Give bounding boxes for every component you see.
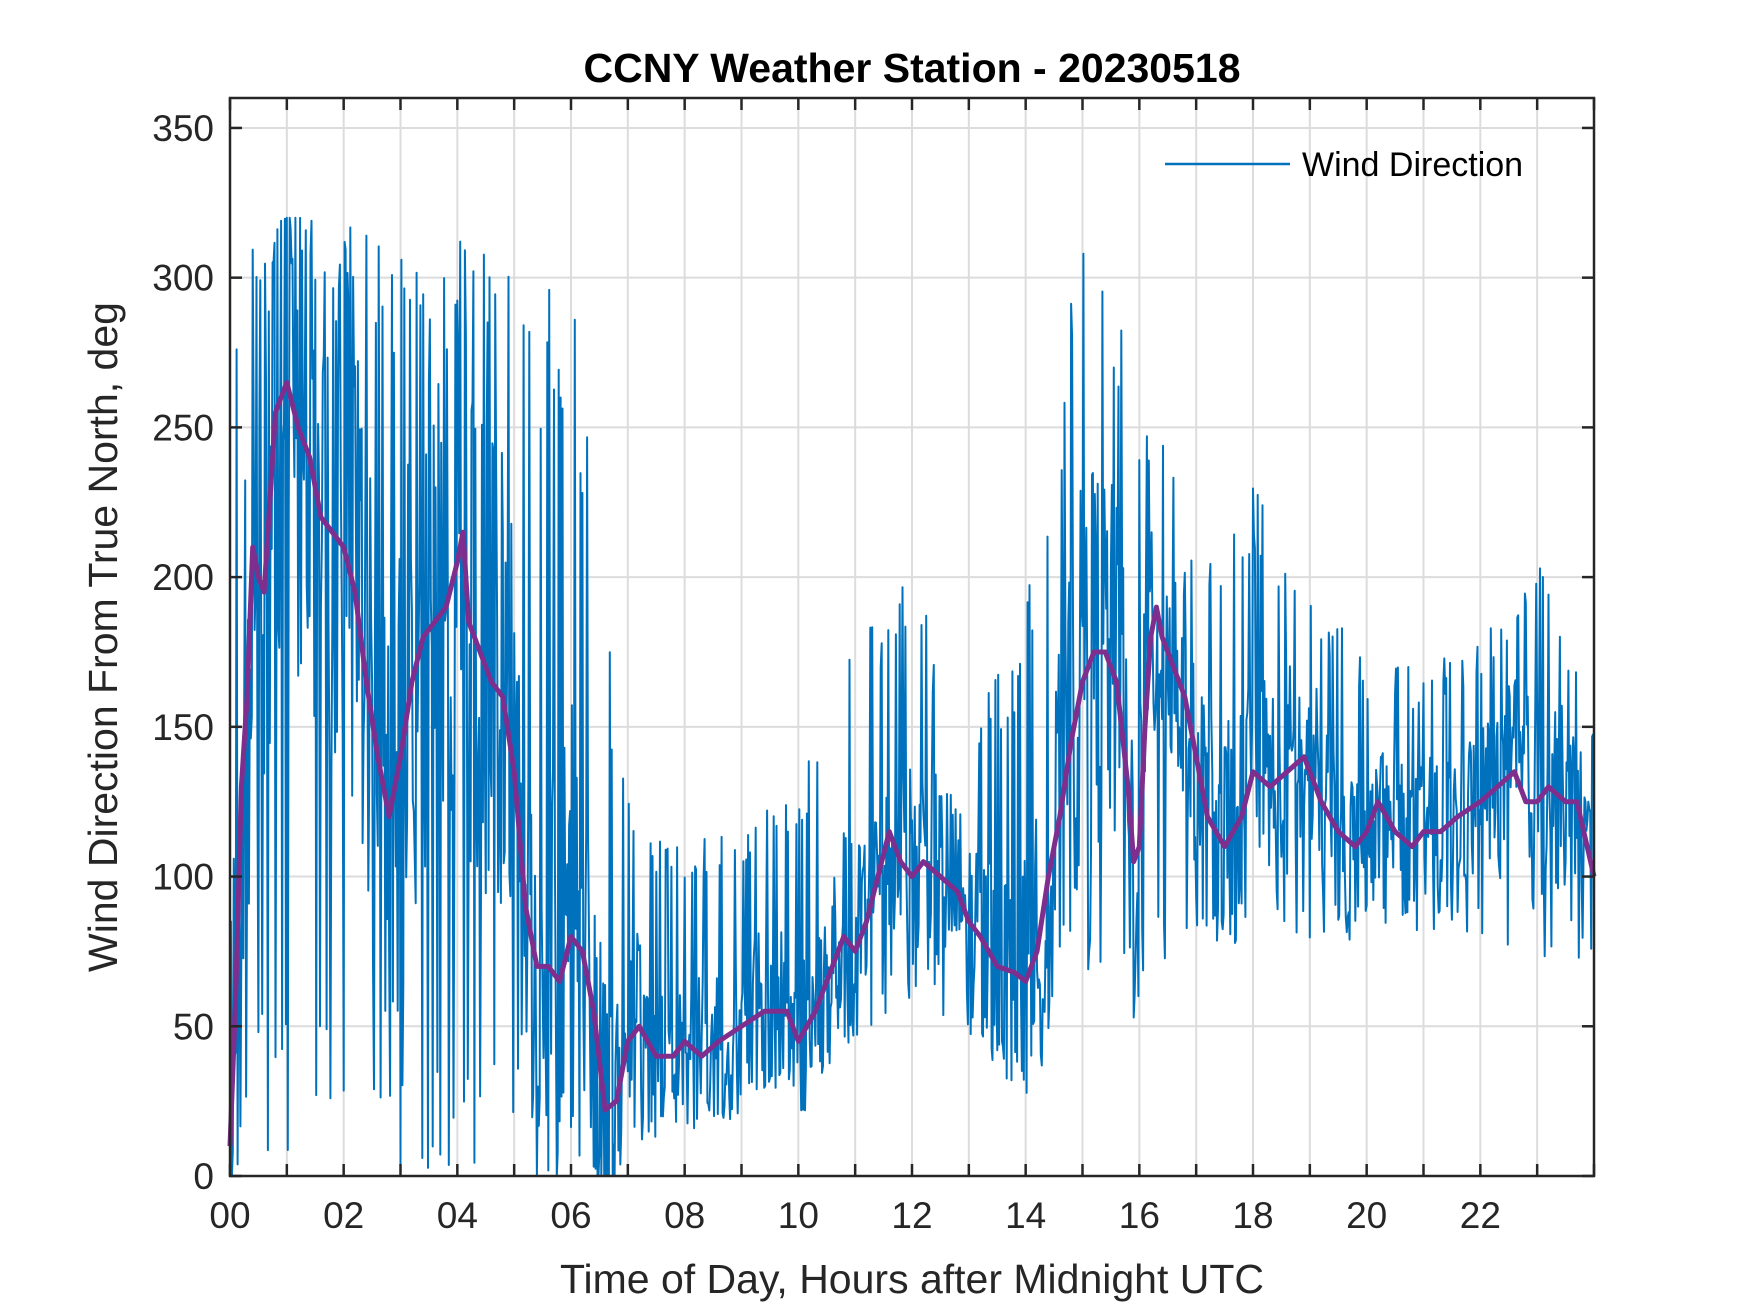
x-tick-label: 10 [778,1195,819,1236]
y-tick-labels: 0 50 100 150 200 250 300 350 [152,108,214,1197]
x-tick-label: 20 [1346,1195,1387,1236]
x-tick-label: 18 [1232,1195,1273,1236]
y-tick-label: 150 [152,707,214,748]
x-tick-label: 14 [1005,1195,1046,1236]
axis-ticks [228,98,1596,1178]
x-tick-label: 22 [1460,1195,1501,1236]
y-tick-label: 300 [152,258,214,299]
x-axis-label: Time of Day, Hours after Midnight UTC [560,1256,1264,1302]
legend-label-wind-direction: Wind Direction [1302,146,1523,184]
x-tick-label: 12 [891,1195,932,1236]
y-tick-label: 350 [152,108,214,149]
x-tick-label: 08 [664,1195,705,1236]
y-tick-label: 250 [152,407,214,448]
y-tick-label: 50 [173,1006,214,1047]
wind-direction-series [229,216,1595,1177]
y-tick-label: 100 [152,857,214,898]
legend: Wind Direction [1165,146,1523,184]
smoothed-series [227,380,1597,1147]
wind-direction-line [229,216,1595,1177]
x-tick-label: 02 [323,1195,364,1236]
smoothed-line [227,380,1597,1147]
y-tick-label: 200 [152,557,214,598]
x-tick-label: 00 [209,1195,250,1236]
x-tick-label: 16 [1119,1195,1160,1236]
x-tick-labels: 00 02 04 06 08 10 12 14 16 18 20 22 [209,1195,1500,1236]
y-tick-label: 0 [193,1156,214,1197]
chart-title: CCNY Weather Station - 20230518 [583,45,1240,91]
y-axis-label: Wind Direction From True North, deg [80,302,126,972]
x-tick-label: 04 [437,1195,478,1236]
x-tick-label: 06 [550,1195,591,1236]
